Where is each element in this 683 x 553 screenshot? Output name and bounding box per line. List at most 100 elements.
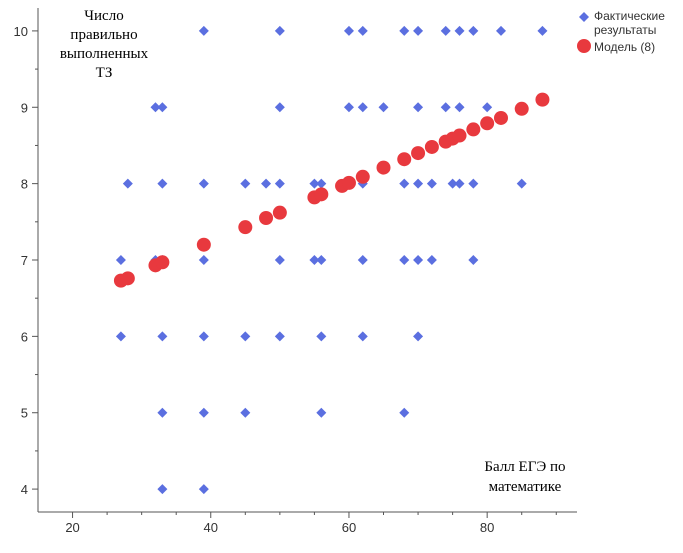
legend-label-actual-line-2: результаты [594, 23, 656, 37]
actual-result-point [413, 255, 424, 265]
actual-result-point [426, 255, 437, 265]
actual-result-point [316, 178, 327, 189]
model-point [480, 116, 495, 131]
model-point [452, 128, 467, 143]
y-tick-label: 7 [21, 253, 28, 268]
actual-result-point [316, 331, 327, 342]
x-tick-label: 80 [480, 520, 494, 535]
series-layer [113, 25, 550, 495]
model-point [196, 237, 211, 252]
actual-result-point [198, 255, 209, 265]
actual-result-point [261, 178, 272, 189]
actual-result-point [426, 178, 437, 189]
actual-result-point [357, 331, 368, 342]
model-point [314, 187, 329, 202]
model-point [341, 175, 356, 190]
actual-result-point [468, 178, 479, 189]
actual-result-point [454, 25, 465, 36]
model-point [493, 110, 508, 125]
actual-result-point [468, 255, 479, 265]
actual-result-point [357, 25, 368, 36]
legend-label-model: Модель (8) [594, 40, 655, 54]
y-tick-label: 8 [21, 177, 28, 192]
x-tick-label: 40 [204, 520, 218, 535]
model-point [272, 205, 287, 220]
y-axis-title: Число правильно выполненных ТЗ [60, 8, 149, 81]
actual-result-point [316, 407, 327, 418]
model-point [397, 152, 412, 167]
actual-result-point [198, 331, 209, 342]
actual-result-point [357, 255, 368, 265]
model-point [424, 139, 439, 154]
actual-result-point [399, 255, 410, 265]
actual-result-point [150, 102, 161, 113]
actual-result-point [198, 407, 209, 418]
series-actual-results [115, 25, 548, 495]
model-point [466, 122, 481, 137]
actual-result-point [378, 102, 389, 113]
actual-result-point [115, 255, 126, 265]
x-tick-label: 60 [342, 520, 356, 535]
model-point [155, 255, 170, 270]
actual-result-point [454, 102, 465, 113]
y-tick-label: 9 [21, 100, 28, 115]
actual-result-point [274, 102, 285, 113]
model-point [411, 146, 426, 161]
model-point [355, 169, 370, 184]
actual-result-point [309, 255, 320, 265]
actual-result-point [157, 331, 168, 342]
series-model [113, 92, 550, 288]
ticks: 20 40 60 80 4 5 6 7 8 9 10 [14, 24, 557, 535]
actual-result-point [240, 331, 251, 342]
actual-result-point [482, 102, 493, 113]
actual-result-point [399, 407, 410, 418]
actual-result-point [157, 407, 168, 418]
actual-result-point [413, 102, 424, 113]
y-axis-title-line-1: Число [84, 8, 123, 24]
x-axis-title-line-2: математике [489, 479, 562, 495]
actual-result-point [343, 25, 354, 36]
y-axis-title-line-2: правильно [70, 27, 137, 43]
actual-result-point [447, 178, 458, 189]
actual-result-point [274, 331, 285, 342]
actual-result-point [115, 331, 126, 342]
legend-circle-marker [577, 39, 591, 53]
model-point [376, 160, 391, 175]
x-axis-title: Балл ЕГЭ по математике [484, 459, 565, 495]
actual-result-point [157, 178, 168, 189]
actual-result-point [240, 178, 251, 189]
y-axis-title-line-3: выполненных [60, 46, 149, 62]
model-point [120, 271, 135, 286]
actual-result-point [198, 484, 209, 495]
actual-result-point [240, 407, 251, 418]
model-point [514, 101, 529, 116]
actual-result-point [454, 178, 465, 189]
actual-result-point [357, 102, 368, 113]
actual-result-point [440, 102, 451, 113]
actual-result-point [537, 25, 548, 36]
actual-result-point [198, 178, 209, 189]
actual-result-point [413, 25, 424, 36]
x-axis-title-line-1: Балл ЕГЭ по [484, 459, 565, 475]
actual-result-point [274, 178, 285, 189]
y-axis-title-line-4: ТЗ [96, 65, 113, 81]
actual-result-point [274, 25, 285, 36]
actual-result-point [198, 25, 209, 36]
actual-result-point [157, 484, 168, 495]
legend-diamond-marker [579, 12, 589, 22]
actual-result-point [440, 25, 451, 36]
actual-result-point [413, 178, 424, 189]
actual-result-point [468, 25, 479, 36]
y-tick-label: 5 [21, 406, 28, 421]
actual-result-point [316, 255, 327, 265]
actual-result-point [413, 331, 424, 342]
model-point [535, 92, 550, 107]
actual-result-point [343, 102, 354, 113]
model-point [259, 211, 274, 225]
model-point [238, 220, 253, 235]
x-tick-label: 20 [65, 520, 79, 535]
y-tick-label: 4 [21, 482, 28, 497]
actual-result-point [399, 178, 410, 189]
actual-result-point [157, 102, 168, 113]
